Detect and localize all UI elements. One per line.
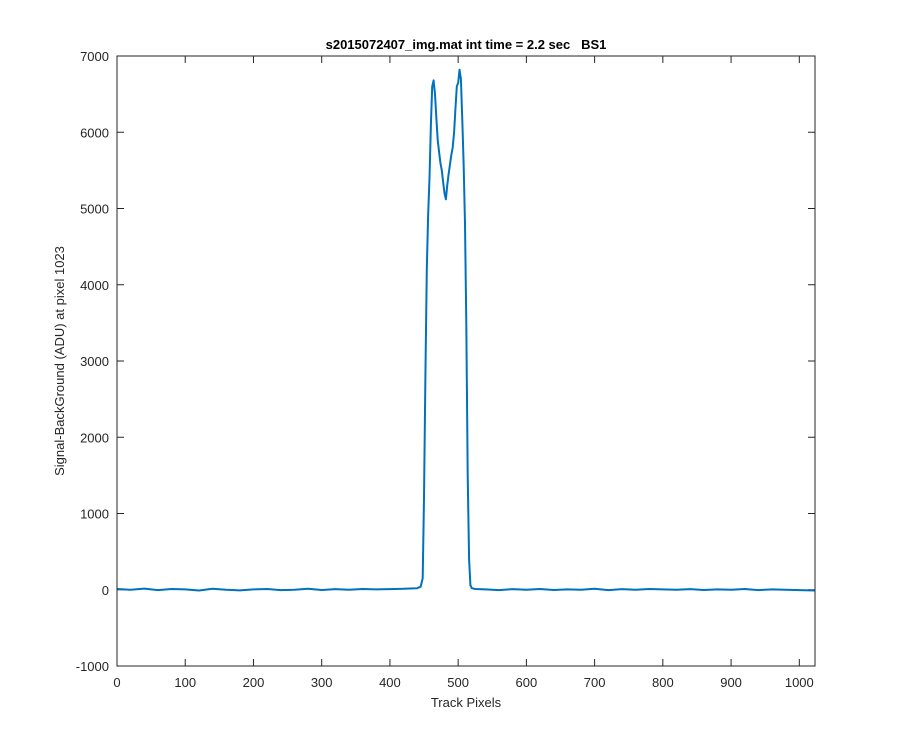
x-tick-label: 200 (243, 675, 265, 690)
x-tick-label: 1000 (785, 675, 814, 690)
x-tick-label: 300 (311, 675, 333, 690)
y-tick-label: 5000 (80, 202, 109, 217)
y-axis-tick-labels: -1000 0 1000 2000 3000 4000 5000 6000 7000 (76, 49, 109, 674)
chart-title: s2015072407_img.mat int time = 2.2 sec B… (326, 37, 607, 52)
x-tick-label: 500 (447, 675, 469, 690)
x-tick-label: 700 (584, 675, 606, 690)
x-tick-label: 400 (379, 675, 401, 690)
y-tick-label: 1000 (80, 507, 109, 522)
x-axis-label: Track Pixels (431, 695, 502, 710)
x-tick-label: 0 (113, 675, 120, 690)
y-tick-label: 6000 (80, 125, 109, 140)
x-axis-tick-labels: 0 100 200 300 400 500 600 700 800 900 1000 (113, 675, 813, 690)
x-tick-label: 600 (516, 675, 538, 690)
y-tick-label: 0 (102, 583, 109, 598)
y-tick-label: 4000 (80, 278, 109, 293)
y-tick-label: 2000 (80, 430, 109, 445)
y-axis-label: Signal-BackGround (ADU) at pixel 1023 (52, 246, 67, 476)
y-tick-label: 7000 (80, 49, 109, 64)
plot-frame (116, 55, 816, 667)
series-line (116, 68, 816, 592)
x-tick-label: 800 (652, 675, 674, 690)
y-tick-label: 3000 (80, 354, 109, 369)
x-tick-label: 900 (720, 675, 742, 690)
x-tick-label: 100 (174, 675, 196, 690)
y-tick-label: -1000 (76, 659, 109, 674)
